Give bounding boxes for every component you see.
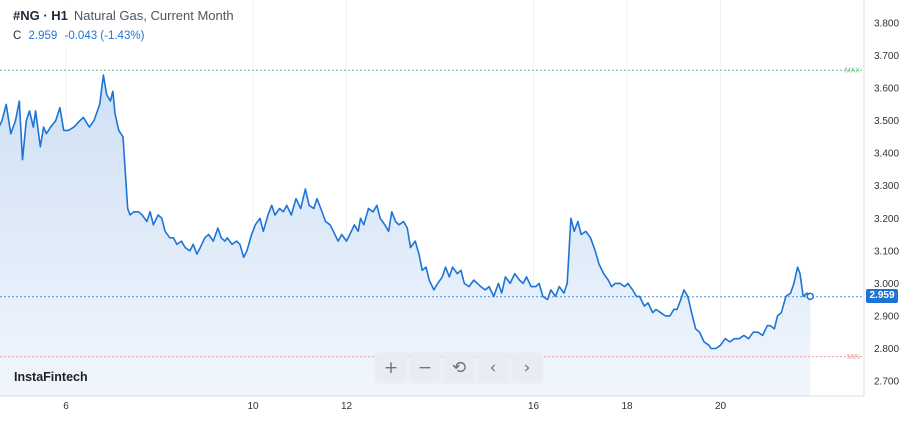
price-change: -0.043 (-1.43%)	[64, 30, 145, 42]
max-label: MAX	[845, 68, 861, 75]
instrument-description: Natural Gas, Current Month	[73, 8, 234, 23]
y-tick-label: 3.600	[874, 84, 899, 95]
y-tick-label: 3.800	[874, 19, 899, 30]
y-tick-label: 3.000	[874, 279, 899, 290]
x-tick-label: 6	[63, 401, 69, 412]
x-tick-label: 16	[528, 401, 540, 412]
x-tick-label: 18	[621, 401, 633, 412]
x-tick-label: 10	[247, 401, 259, 412]
y-tick-label: 3.700	[874, 51, 899, 62]
y-tick-label: 3.300	[874, 181, 899, 192]
scroll-right-button[interactable]: ›	[512, 354, 542, 382]
last-price-marker	[806, 292, 815, 301]
y-tick-label: 3.500	[874, 116, 899, 127]
current-price-label: 2.959	[866, 289, 898, 303]
x-axis: 610121618202426март	[63, 401, 727, 412]
zoom-in-button[interactable]: +	[376, 354, 406, 382]
legend-title: #NG · H1 Natural Gas, Current Month	[13, 8, 234, 23]
legend-values: C 2.959 -0.043 (-1.43%)	[13, 30, 144, 42]
chart-toolbar: + − ⟲ ‹ ›	[374, 352, 544, 384]
y-tick-label: 3.100	[874, 246, 899, 257]
y-tick-label: 2.800	[874, 344, 899, 355]
scroll-left-button[interactable]: ‹	[478, 354, 508, 382]
brand-logo: InstaFintech	[14, 370, 88, 384]
x-tick-label: 12	[341, 401, 353, 412]
price-area	[0, 75, 811, 396]
y-tick-label: 2.900	[874, 311, 899, 322]
y-tick-label: 2.700	[874, 377, 899, 388]
y-tick-label: 3.400	[874, 149, 899, 160]
close-value: 2.959	[28, 30, 58, 42]
min-label: MIN	[847, 354, 860, 361]
zoom-out-button[interactable]: −	[410, 354, 440, 382]
y-tick-label: 3.200	[874, 214, 899, 225]
chart-legend: #NG · H1 Natural Gas, Current Month C 2.9…	[0, 0, 234, 46]
reset-view-button[interactable]: ⟲	[444, 354, 474, 382]
close-label: C	[13, 30, 22, 42]
x-tick-label: 20	[715, 401, 727, 412]
price-line	[0, 74, 811, 350]
instrument-symbol: #NG · H1	[13, 8, 68, 23]
y-axis: 3.800 3.700 3.600 3.500 3.400 3.300 3.200 3.100…	[874, 19, 899, 388]
